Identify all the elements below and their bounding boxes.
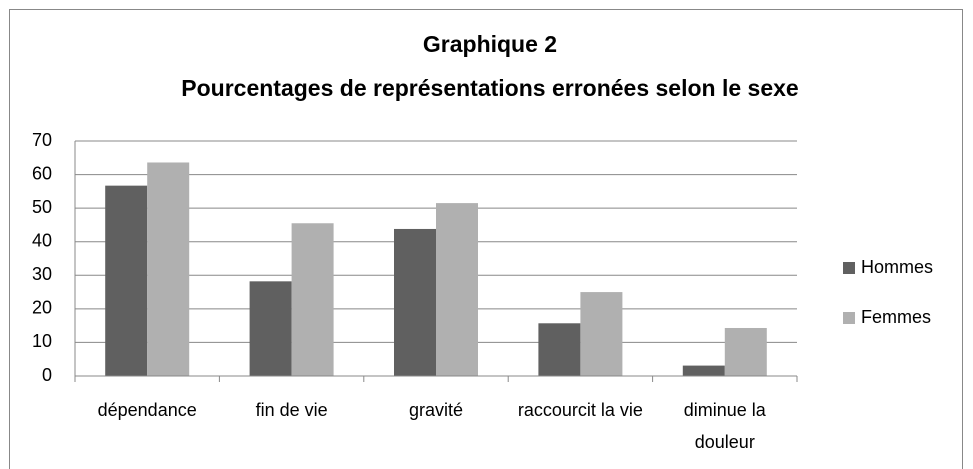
x-tick-label: gravité [408,400,464,420]
x-tick-label: raccourcit la vie [517,400,643,420]
legend-label: Hommes [861,257,933,277]
bar [580,292,623,376]
chart-frame [9,9,963,469]
bar [682,365,725,376]
bar [394,228,436,376]
y-tick-label: 10 [32,331,52,351]
y-tick-label: 40 [32,230,52,250]
bar [105,185,148,376]
x-tick-label: fin de vie [255,400,328,420]
y-tick-label: 50 [32,197,52,217]
y-tick-label: 70 [32,130,52,150]
bar [538,323,581,376]
legend-swatch [843,262,855,274]
bar [249,281,292,376]
legend-swatch [843,312,855,324]
bar [291,223,334,376]
chart-title: Graphique 2 [423,31,557,57]
bar [724,327,767,376]
y-tick-label: 20 [32,298,52,318]
y-tick-label: 60 [32,163,52,183]
x-tick-label: dépendance [97,400,197,420]
bar [436,203,478,376]
y-tick-label: 30 [32,264,52,284]
legend-label: Femmes [861,307,931,327]
bar [147,162,190,376]
chart-title: Pourcentages de représentations erronées… [181,75,798,101]
x-tick-label: diminue la douleur [683,400,766,452]
y-tick-label: 0 [42,365,52,385]
